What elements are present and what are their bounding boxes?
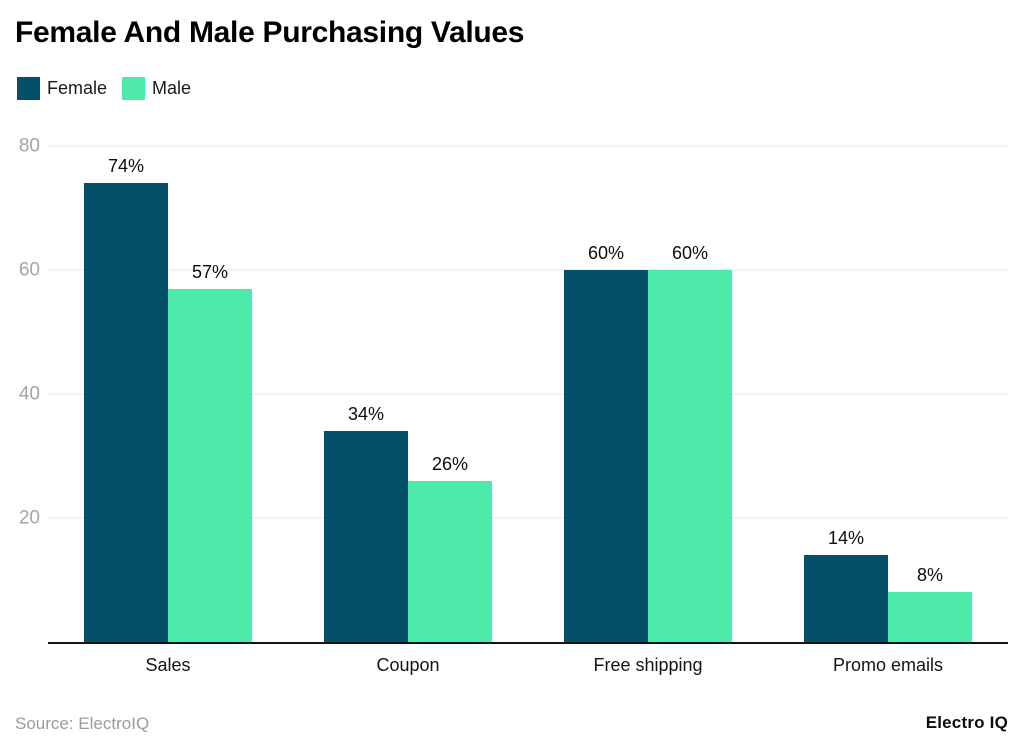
y-axis-tick-labels: 20 40 60 80 (0, 137, 40, 642)
bar-group-promo-emails: 14% 8% Promo emails (768, 146, 1008, 675)
bar-male-free-shipping (648, 270, 732, 642)
x-axis-line (48, 641, 1008, 644)
bar-group-free-shipping: 60% 60% Free shipping (528, 146, 768, 675)
bar-group-sales: 74% 57% Sales (48, 146, 288, 675)
chart-title: Female And Male Purchasing Values (15, 16, 525, 49)
bar-group-coupon: 34% 26% Coupon (288, 146, 528, 675)
legend-label-male: Male (152, 77, 192, 98)
legend-label-female: Female (47, 77, 108, 98)
value-label-male-sales: 57% (191, 261, 229, 282)
bar-male-promo-emails (888, 592, 972, 642)
bar-female-promo-emails (804, 555, 888, 642)
legend-swatch-female (17, 76, 40, 100)
value-label-male-free-shipping: 60% (671, 243, 709, 263)
legend: Female Male (17, 76, 191, 100)
legend-swatch-male (122, 76, 146, 100)
bar-female-free-shipping (564, 270, 648, 642)
x-axis-label-promo-emails: Promo emails (832, 655, 944, 675)
x-axis-label-free-shipping: Free shipping (593, 655, 703, 675)
legend-item-female: Female (17, 76, 108, 100)
y-tick-label-20: 20 (18, 507, 40, 529)
value-label-female-coupon: 34% (347, 404, 385, 425)
gridline-80 (48, 145, 1008, 147)
plot-area: 74% 57% Sales 34% 26% Coupon 60% 60% Free shippi… (48, 145, 1008, 675)
value-label-male-promo-emails: 8% (916, 565, 943, 586)
value-label-female-free-shipping: 60% (587, 243, 625, 263)
x-axis-label-sales: Sales (145, 655, 191, 675)
brand-logo: Electro IQ (925, 713, 1008, 732)
y-tick-label-40: 40 (18, 383, 40, 405)
bar-male-sales (168, 288, 252, 642)
gridline-20 (48, 517, 1008, 519)
bar-female-sales (84, 183, 168, 642)
bar-male-coupon (408, 480, 492, 642)
gridline-40 (48, 393, 1008, 395)
y-tick-label-80: 80 (18, 135, 40, 157)
gridline-60 (48, 269, 1008, 271)
value-label-male-coupon: 26% (431, 453, 469, 474)
bar-female-coupon (324, 431, 408, 642)
value-label-female-sales: 74% (107, 156, 145, 177)
legend-item-male: Male (122, 76, 192, 100)
y-tick-label-60: 60 (18, 259, 40, 281)
x-axis-label-coupon: Coupon (376, 655, 440, 675)
source-note: Source: ElectroIQ (15, 714, 150, 733)
value-label-female-promo-emails: 14% (827, 528, 865, 549)
